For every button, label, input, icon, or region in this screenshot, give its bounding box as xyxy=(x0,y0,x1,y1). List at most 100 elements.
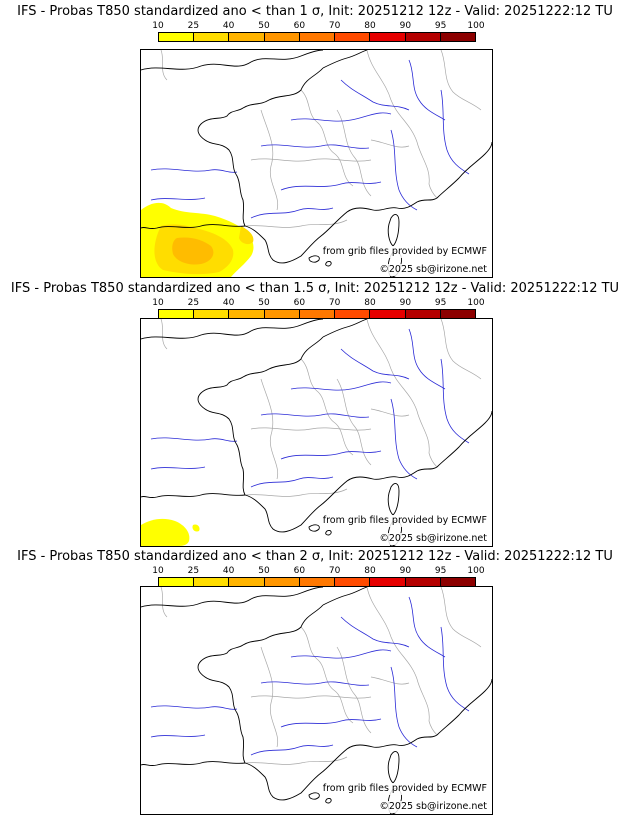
river xyxy=(150,466,206,470)
colorbar xyxy=(158,32,476,42)
coastline xyxy=(322,587,368,606)
coastline xyxy=(197,67,324,227)
coastline xyxy=(322,319,368,338)
admin-border xyxy=(260,646,279,748)
coastline xyxy=(141,587,324,608)
colorbar-ticks: 10 25 40 50 60 70 80 90 95 100 xyxy=(152,566,484,578)
colorbar-tick-label: 80 xyxy=(364,566,376,576)
colorbar-tick-label: 60 xyxy=(293,298,306,308)
credit-source: from grib files provided by ECMWF xyxy=(322,246,487,258)
admin-border xyxy=(250,427,372,431)
admin-border xyxy=(260,109,279,211)
map-panel-2: IFS - Probas T850 standardized ano < tha… xyxy=(0,281,630,549)
map-panel-1: IFS - Probas T850 standardized ano < tha… xyxy=(0,4,630,278)
colorbar-tick-label: 95 xyxy=(434,21,447,31)
colorbar-tick-label: 80 xyxy=(364,21,376,31)
admin-border xyxy=(440,50,482,111)
colorbar-tick-label: 100 xyxy=(467,21,485,31)
probability-shading xyxy=(192,524,200,532)
colorbar-segment xyxy=(193,310,229,318)
river xyxy=(150,168,238,173)
colorbar-segment xyxy=(159,578,194,586)
map-panel-3: IFS - Probas T850 standardized ano < tha… xyxy=(0,549,630,819)
coastline xyxy=(244,466,438,533)
river xyxy=(150,197,206,201)
river xyxy=(150,437,238,442)
river xyxy=(440,626,470,712)
colorbar-segment xyxy=(404,578,440,586)
admin-border xyxy=(366,319,438,468)
admin-border xyxy=(300,626,354,724)
coastline xyxy=(141,761,246,767)
colorbar-segment xyxy=(228,310,264,318)
credit-copyright: ©2025 sb@irizone.net xyxy=(379,533,487,545)
colorbar-tick-label: 50 xyxy=(258,21,270,31)
river xyxy=(250,476,334,488)
admin-border xyxy=(440,319,482,380)
panel-title: IFS - Probas T850 standardized ano < tha… xyxy=(10,281,620,296)
map-frame: from grib files provided by ECMWF ©2025 … xyxy=(140,586,493,815)
admin-border xyxy=(300,89,354,187)
coastline xyxy=(244,734,438,801)
river xyxy=(290,381,392,391)
colorbar-ticks: 10 25 40 50 60 70 80 90 95 100 xyxy=(152,21,484,33)
colorbar-segment xyxy=(334,578,370,586)
colorbar-tick-label: 10 xyxy=(152,21,164,31)
admin-border xyxy=(160,587,168,618)
colorbar-segment xyxy=(404,33,440,41)
colorbar-segment xyxy=(263,578,299,586)
colorbar-segment xyxy=(263,310,299,318)
colorbar-tick-label: 50 xyxy=(258,566,270,576)
map-frame: from grib files provided by ECMWF ©2025 … xyxy=(140,49,493,278)
river xyxy=(340,79,410,111)
colorbar-tick-label: 90 xyxy=(399,566,412,576)
river xyxy=(290,649,392,659)
colorbar-segment xyxy=(228,33,264,41)
colorbar-segment xyxy=(193,578,229,586)
colorbar-segment xyxy=(439,310,475,318)
credit-source: from grib files provided by ECMWF xyxy=(322,783,487,795)
river xyxy=(408,59,446,121)
colorbar-segment xyxy=(193,33,229,41)
island-outline xyxy=(387,483,400,516)
river xyxy=(260,681,370,686)
colorbar-ticks: 10 25 40 50 60 70 80 90 95 100 xyxy=(152,298,484,310)
colorbar-tick-label: 90 xyxy=(399,298,412,308)
colorbar-segment xyxy=(298,578,335,586)
colorbar-tick-label: 10 xyxy=(152,566,164,576)
colorbar-segment xyxy=(369,578,405,586)
colorbar-tick-label: 50 xyxy=(258,298,270,308)
river xyxy=(260,144,370,149)
credit-copyright: ©2025 sb@irizone.net xyxy=(379,801,487,813)
river xyxy=(280,718,382,728)
river xyxy=(150,705,238,710)
admin-border xyxy=(370,676,410,685)
river xyxy=(280,181,382,191)
island-outline xyxy=(308,792,332,804)
colorbar-segment xyxy=(369,310,405,318)
river xyxy=(408,596,446,658)
river xyxy=(440,358,470,444)
island-outline xyxy=(308,524,332,536)
river xyxy=(340,616,410,648)
colorbar-tick-label: 100 xyxy=(467,566,485,576)
colorbar-tick-label: 70 xyxy=(328,21,341,31)
river xyxy=(440,89,470,175)
admin-border xyxy=(250,695,372,699)
panel-title: IFS - Probas T850 standardized ano < tha… xyxy=(17,4,613,19)
river xyxy=(250,744,334,756)
coastline xyxy=(141,224,246,230)
admin-border xyxy=(440,587,482,648)
coastline xyxy=(141,50,324,71)
colorbar-segment xyxy=(159,310,194,318)
colorbar-tick-label: 25 xyxy=(187,298,200,308)
colorbar-tick-label: 60 xyxy=(293,566,306,576)
coastline xyxy=(436,410,492,468)
colorbar-tick-label: 90 xyxy=(399,21,412,31)
colorbar-tick-label: 100 xyxy=(467,298,485,308)
colorbar-segment xyxy=(298,33,335,41)
coastline xyxy=(436,678,492,736)
river xyxy=(290,112,392,122)
colorbar-tick-label: 25 xyxy=(187,21,200,31)
river xyxy=(150,734,206,738)
